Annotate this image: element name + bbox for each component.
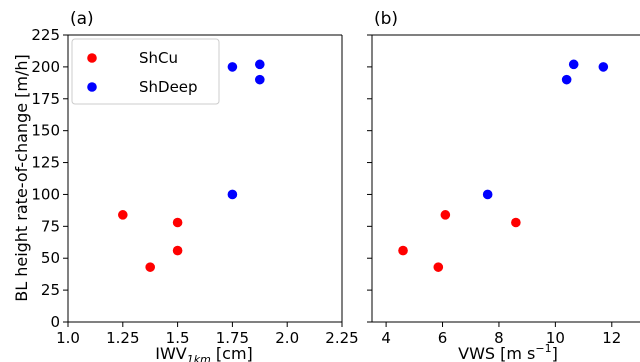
panel-a-point-shdeep bbox=[227, 62, 238, 72]
panel-a-y-tick-label: 175 bbox=[31, 90, 60, 108]
panel-b-point-shcu bbox=[440, 210, 451, 220]
panel-b-x-tick-label: 10 bbox=[546, 329, 565, 347]
panel-b-point-shcu bbox=[433, 262, 444, 272]
panel-a-y-tick-label: 200 bbox=[31, 58, 60, 76]
panel-b-x-label-sup: −1 bbox=[535, 342, 551, 355]
panel-b-x-tick-label: 8 bbox=[494, 329, 504, 347]
panel-a-y-tick-label: 100 bbox=[31, 185, 60, 203]
panel-b-label: (b) bbox=[374, 9, 398, 29]
panel-a-y-tick-label: 25 bbox=[41, 281, 60, 299]
panel-a-x-tick-label: 1.5 bbox=[166, 329, 190, 347]
panel-a-x-axis-label: IWV1km [cm] bbox=[155, 344, 253, 362]
panel-a-x-tick-label: 1.75 bbox=[216, 329, 249, 347]
panel-a-x-tick-label: 2.25 bbox=[325, 329, 358, 347]
panel-a-y-tick-label: 50 bbox=[41, 249, 60, 267]
panel-b-point-shdeep bbox=[482, 189, 493, 200]
panel-b-point-shdeep bbox=[561, 74, 572, 85]
panel-b-x-tick-label: 6 bbox=[438, 329, 448, 347]
panel-a-x-tick-label: 1.25 bbox=[106, 329, 139, 347]
panel-a-y-tick-label: 150 bbox=[31, 122, 60, 140]
panel-a-point-shcu bbox=[172, 217, 183, 228]
panel-a-y-tick-label: 75 bbox=[41, 217, 60, 235]
panel-a-y-tick-label: 0 bbox=[50, 313, 60, 331]
panel-a-point-shdeep bbox=[254, 74, 265, 85]
legend: ShCu ShDeep bbox=[71, 38, 220, 105]
panel-a-label: (a) bbox=[70, 9, 94, 29]
panel-a-point-shcu bbox=[145, 262, 155, 272]
panel-a: (a) BL height rate-of-change [m/h] IWV1k… bbox=[12, 9, 359, 362]
panel-b-x-label-unit: ] bbox=[552, 344, 558, 362]
legend-label-shdeep: ShDeep bbox=[139, 78, 198, 96]
panel-a-point-shdeep bbox=[227, 189, 238, 200]
legend-marker-shcu bbox=[87, 53, 97, 63]
panel-a-x-tick-label: 2.0 bbox=[275, 329, 299, 347]
panel-b: (b) VWS [m s−1] 4 6 8 10 12 bbox=[367, 9, 640, 362]
panel-a-y-axis-label: BL height rate-of-change [m/h] bbox=[12, 54, 31, 302]
panel-a-y-tick-label: 125 bbox=[31, 154, 60, 172]
panel-b-x-tick-label: 12 bbox=[602, 329, 621, 347]
panel-a-x-tick-label: 1.0 bbox=[56, 329, 80, 347]
panel-a-x-label-sub: 1km bbox=[187, 353, 211, 362]
legend-marker-shdeep bbox=[87, 82, 97, 92]
panel-b-point-shdeep bbox=[598, 62, 609, 72]
panel-b-x-axis-label: VWS [m s−1] bbox=[458, 342, 558, 362]
panel-a-x-label-unit: [cm] bbox=[211, 344, 253, 362]
panel-b-x-tick-label: 4 bbox=[381, 329, 391, 347]
panel-a-y-tick-label: 225 bbox=[31, 26, 60, 44]
legend-box bbox=[71, 38, 220, 105]
panel-b-point-shcu bbox=[511, 217, 521, 228]
panel-b-x-label-main: VWS [m s bbox=[458, 344, 535, 362]
panel-a-point-shcu bbox=[172, 245, 183, 256]
panel-a-x-label-main: IWV bbox=[155, 344, 187, 362]
panel-a-point-shcu bbox=[118, 210, 128, 220]
legend-label-shcu: ShCu bbox=[139, 49, 178, 67]
panel-a-point-shdeep bbox=[254, 59, 265, 70]
panel-b-point-shcu bbox=[398, 245, 408, 256]
panel-b-point-shdeep bbox=[568, 59, 579, 70]
